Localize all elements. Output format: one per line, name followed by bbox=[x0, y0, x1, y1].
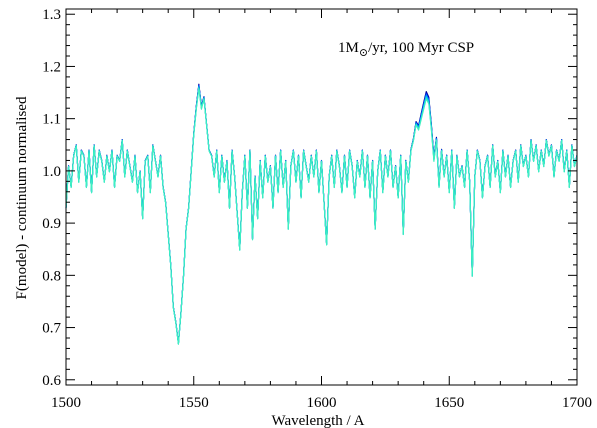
x-tick-label: 1650 bbox=[434, 395, 464, 411]
spectrum-series-group bbox=[66, 84, 577, 344]
y-tick-label: 0.8 bbox=[42, 268, 61, 284]
chart-annotation: 1M⊙/yr, 100 Myr CSP bbox=[338, 40, 474, 59]
y-tick-label: 1.0 bbox=[42, 164, 61, 180]
x-tick-label: 1600 bbox=[307, 395, 337, 411]
plot-frame bbox=[66, 9, 577, 385]
x-tick-label: 1500 bbox=[51, 395, 81, 411]
axis-ticks bbox=[66, 9, 577, 385]
x-axis-label: Wavelength / A bbox=[272, 413, 365, 428]
y-tick-label: 0.9 bbox=[42, 216, 61, 232]
y-tick-label: 1.1 bbox=[42, 112, 61, 128]
annotation-solar-symbol: ⊙ bbox=[359, 47, 368, 59]
spectrum-line bbox=[66, 88, 577, 344]
x-tick-label: 1550 bbox=[179, 395, 209, 411]
annotation-prefix: 1M bbox=[338, 40, 359, 56]
y-tick-label: 0.7 bbox=[42, 321, 61, 337]
y-tick-label: 1.3 bbox=[42, 7, 61, 23]
x-tick-label: 1700 bbox=[562, 395, 592, 411]
y-axis-label: F(model) - continuum normalised bbox=[14, 96, 30, 299]
y-tick-label: 0.6 bbox=[42, 373, 61, 389]
y-tick-label: 1.2 bbox=[42, 59, 61, 75]
annotation-suffix: /yr, 100 Myr CSP bbox=[368, 40, 474, 56]
axis-tick-labels: 1500 1550 1600 1650 1700 0.6 0.7 0.8 0.9 1.0 1.1 1.… bbox=[42, 7, 592, 411]
